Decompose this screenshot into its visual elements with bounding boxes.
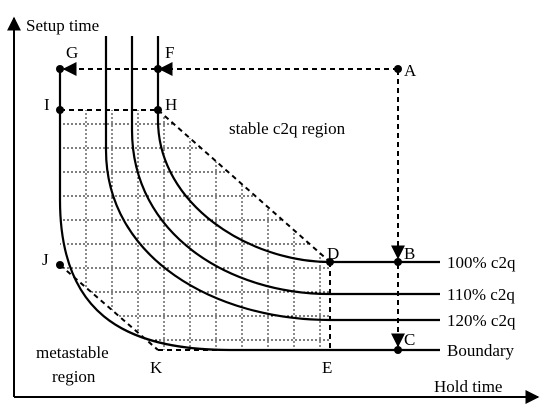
stable-region-label: stable c2q region bbox=[229, 119, 346, 138]
metastable-region-label-line1: metastable bbox=[36, 343, 109, 362]
point-labels: A F G I H D B C J K E bbox=[42, 43, 417, 377]
points bbox=[56, 65, 402, 354]
curve-label-boundary: Boundary bbox=[447, 341, 515, 360]
label-g: G bbox=[66, 43, 78, 62]
point-a bbox=[394, 65, 402, 73]
label-k: K bbox=[150, 358, 163, 377]
label-a: A bbox=[404, 61, 417, 80]
c2q-curves bbox=[58, 36, 440, 352]
point-h bbox=[154, 106, 162, 114]
curve-100pct-c2q bbox=[156, 36, 440, 264]
point-i bbox=[56, 106, 64, 114]
label-b: B bbox=[404, 244, 415, 263]
curve-label-100pct: 100% c2q bbox=[447, 253, 516, 272]
label-i: I bbox=[44, 95, 50, 114]
label-f: F bbox=[165, 43, 174, 62]
curve-110pct-c2q bbox=[130, 36, 440, 296]
segment-j-to-k bbox=[59, 264, 159, 351]
y-axis-label: Setup time bbox=[26, 16, 99, 35]
dashed-guides bbox=[59, 62, 405, 351]
curve-label-110pct: 110% c2q bbox=[447, 285, 515, 304]
point-f bbox=[154, 65, 162, 73]
label-e: E bbox=[322, 358, 332, 377]
metastable-region-label-line2: region bbox=[52, 367, 96, 386]
curve-label-120pct: 120% c2q bbox=[447, 311, 516, 330]
x-axis-label: Hold time bbox=[434, 377, 502, 396]
segment-h-to-d bbox=[157, 109, 331, 263]
label-j: J bbox=[42, 250, 49, 269]
axes bbox=[6, 16, 540, 404]
label-h: H bbox=[165, 95, 177, 114]
point-d bbox=[326, 258, 334, 266]
point-c bbox=[394, 346, 402, 354]
point-g bbox=[56, 65, 64, 73]
point-b bbox=[394, 258, 402, 266]
curve-boundary bbox=[58, 68, 440, 352]
point-j bbox=[56, 261, 64, 269]
label-d: D bbox=[327, 244, 339, 263]
label-c: C bbox=[404, 330, 415, 349]
curve-120pct-c2q bbox=[104, 36, 440, 322]
